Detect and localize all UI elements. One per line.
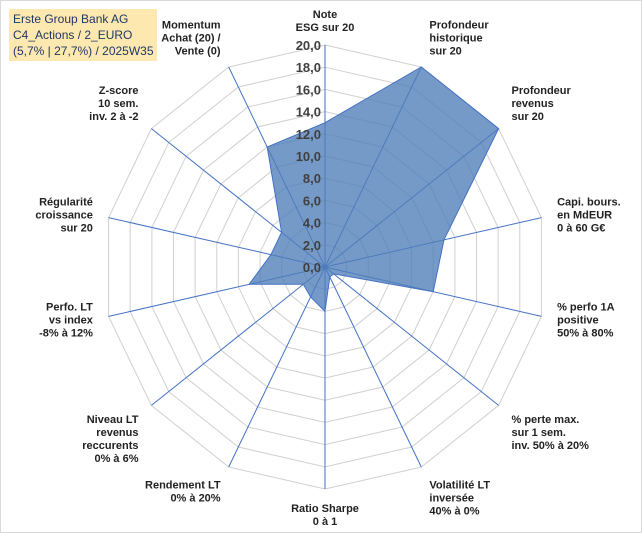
chart-title-box: Erste Group Bank AG C4_Actions / 2_EURO … [9, 9, 157, 61]
axis-label: Profondeur historique sur 20 [429, 19, 489, 57]
tick-label: 8,0 [303, 171, 321, 186]
axis-label: Note ESG sur 20 [296, 9, 355, 34]
axis-label-line: -8% à 12% [39, 328, 93, 340]
axis-label-line: 0 à 1 [313, 516, 337, 528]
axis-label-line: Momentum [162, 19, 221, 31]
axis-label-line: 0 à 60 G€ [557, 223, 605, 235]
axis-label-line: sur 20 [512, 111, 544, 123]
tick-label: 18,0 [296, 60, 321, 75]
axis-label-line: revenus [96, 427, 138, 439]
axis-label: Ratio Sharpe 0 à 1 [291, 503, 359, 528]
axis-label-line: sur 1 sem. [512, 427, 566, 439]
axis-label: Perfo. LT vs index -8% à 12% [39, 302, 94, 340]
axis-label-line: vs index [49, 315, 94, 327]
axis-label: % perfo 1A positive 50% à 80% [557, 302, 615, 340]
axis-spoke [324, 266, 422, 468]
axis-label-line: Profondeur [429, 19, 489, 31]
axis-label-line: inv. 2 à -2 [89, 111, 138, 123]
axis-label-line: Z-score [99, 85, 139, 97]
axis-label: Régularité croissance sur 20 [35, 197, 92, 235]
chart-title-line-2: C4_Actions / 2_EURO [13, 28, 133, 42]
axis-label-line: en MdEUR [557, 210, 612, 222]
axis-label-line: % perfo 1A [557, 302, 615, 314]
axis-label-line: Capi. bours. [557, 197, 621, 209]
radar-series [248, 66, 500, 313]
tick-label: 10,0 [296, 149, 321, 164]
chart-title-line-1: Erste Group Bank AG [13, 12, 129, 26]
axis-label-line: Rendement LT [145, 480, 221, 492]
axis-label-line: 0% à 6% [94, 453, 138, 465]
axis-label-line: inv. 50% à 20% [512, 440, 590, 452]
axis-label-line: 0% à 20% [170, 493, 220, 505]
tick-label: 14,0 [296, 105, 321, 120]
chart-title-line-3: (5,7% | 27,7%) / 2025W35 [13, 44, 154, 58]
axis-label-line: Niveau LT [87, 414, 139, 426]
axis-label: % perte max. sur 1 sem. inv. 50% à 20% [512, 414, 590, 452]
tick-label: 12,0 [296, 127, 321, 142]
axis-label: Z-score 10 sem. inv. 2 à -2 [89, 85, 138, 123]
axis-label-line: 40% à 0% [429, 506, 479, 518]
axis-label-line: 10 sem. [98, 98, 138, 110]
tick-label: 6,0 [303, 193, 321, 208]
axis-label-line: Profondeur [512, 85, 572, 97]
axis-label-line: Volatilité LT [429, 480, 490, 492]
axis-label-line: 50% à 80% [557, 328, 613, 340]
axis-label: Volatilité LT inversée 40% à 0% [429, 480, 490, 518]
axis-label-line: positive [557, 315, 599, 327]
tick-label: 16,0 [296, 82, 321, 97]
tick-label: 4,0 [303, 216, 321, 231]
axis-label-line: reccurents [82, 440, 138, 452]
axis-label-line: sur 20 [60, 223, 92, 235]
axis-label-line: % perte max. [512, 414, 580, 426]
axis-label: Momentum Achat (20) / Vente (0) [161, 19, 221, 57]
axis-label: Rendement LT 0% à 20% [145, 480, 221, 505]
axis-label-line: Achat (20) / [161, 32, 220, 44]
axis-labels: Note ESG sur 20 Profondeur historique sur 20… [35, 9, 620, 528]
axis-label-line: Ratio Sharpe [291, 503, 359, 515]
axis-spoke [228, 266, 326, 468]
axis-spoke [324, 266, 499, 406]
axis-label-line: Note [313, 9, 337, 21]
axis-label-line: ESG sur 20 [296, 22, 355, 34]
axis-label-line: Perfo. LT [46, 302, 93, 314]
series-area [248, 66, 500, 313]
tick-label: 0,0 [303, 260, 321, 275]
tick-label: 2,0 [303, 238, 321, 253]
axis-label: Niveau LT revenus reccurents 0% à 6% [82, 414, 139, 465]
axis-label-line: sur 20 [429, 45, 461, 57]
axis-label-line: revenus [512, 98, 554, 110]
radial-tick-labels: 0,0 2,0 4,0 6,0 8,0 10,0 12,0 14,0 16,0 18,0 20,0 [296, 38, 321, 275]
axis-label-line: Régularité [39, 197, 93, 209]
axis-label-line: Vente (0) [175, 45, 221, 57]
axis-label: Capi. bours. en MdEUR 0 à 60 G€ [557, 197, 621, 235]
axis-label: Profondeur revenus sur 20 [512, 85, 572, 123]
axis-label-line: croissance [35, 210, 92, 222]
axis-spoke [151, 266, 326, 406]
axis-label-line: inversée [429, 493, 474, 505]
axis-label-line: historique [429, 32, 482, 44]
tick-label: 20,0 [296, 38, 321, 53]
